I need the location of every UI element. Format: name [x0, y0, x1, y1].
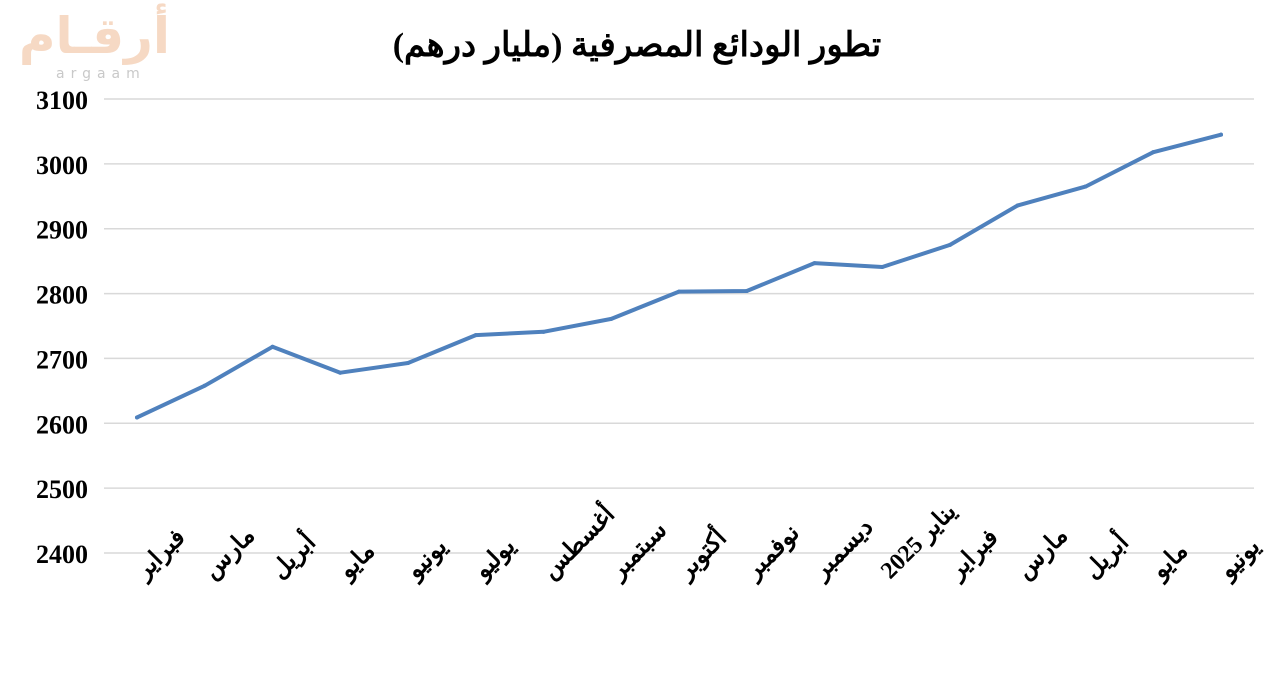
data-point — [135, 415, 139, 420]
y-tick-label: 2600 — [36, 410, 88, 439]
x-tick-label: مايو — [333, 538, 381, 586]
data-point — [202, 383, 207, 388]
x-tick-label: فبراير — [129, 524, 191, 586]
logo-latin-text: argaam — [56, 66, 146, 82]
y-tick-label: 2500 — [36, 475, 88, 504]
x-tick-label: مايو — [1146, 538, 1194, 586]
y-tick-label: 2400 — [36, 540, 88, 569]
data-point — [406, 360, 410, 365]
y-axis-tick-labels: 3100 3000 2900 2800 2700 2600 2500 2400 — [36, 86, 88, 569]
x-tick-label: يونيو — [1213, 534, 1266, 587]
data-point — [744, 288, 749, 293]
x-tick-label: أغسطس — [533, 497, 621, 585]
data-point — [1083, 184, 1088, 189]
y-tick-label: 2700 — [36, 345, 88, 374]
x-tick-label: يونيو — [400, 534, 453, 587]
series-deposits — [135, 132, 1223, 420]
data-point — [609, 316, 614, 321]
x-tick-label: يوليو — [468, 533, 521, 586]
y-tick-label: 3100 — [36, 86, 88, 115]
logo-arabic-text: أرقـام — [18, 7, 170, 65]
x-tick-label: أبريل — [262, 525, 322, 585]
data-point — [812, 261, 817, 266]
x-axis-tick-labels: فبراير مارس أبريل مايو يونيو يوليو أغسطسسبتمبر… — [129, 497, 1266, 586]
y-tick-label: 2900 — [36, 216, 88, 245]
data-point — [338, 370, 343, 375]
series-line — [135, 132, 1223, 420]
x-tick-label: مارس — [1012, 523, 1074, 585]
x-tick-label: سبتمبر — [604, 517, 673, 586]
y-tick-label: 2800 — [36, 281, 88, 310]
data-point — [270, 344, 275, 349]
data-point — [541, 329, 546, 334]
data-point — [948, 242, 952, 247]
x-tick-label: أبريل — [1075, 525, 1135, 585]
data-point — [1151, 150, 1156, 155]
chart-title: تطور الودائع المصرفية (مليار درهم) — [393, 27, 882, 65]
x-tick-label: ديسمبر — [807, 514, 879, 586]
x-tick-label: فبراير — [942, 524, 1004, 586]
data-point — [473, 333, 478, 338]
x-tick-label: مارس — [199, 523, 261, 585]
data-point — [880, 264, 885, 269]
gridlines — [104, 98, 1254, 554]
data-point — [1219, 132, 1223, 137]
data-point — [677, 289, 681, 294]
data-point — [1015, 203, 1020, 208]
argaam-logo: أرقـام argaam — [8, 7, 178, 88]
y-tick-label: 3000 — [36, 151, 88, 180]
